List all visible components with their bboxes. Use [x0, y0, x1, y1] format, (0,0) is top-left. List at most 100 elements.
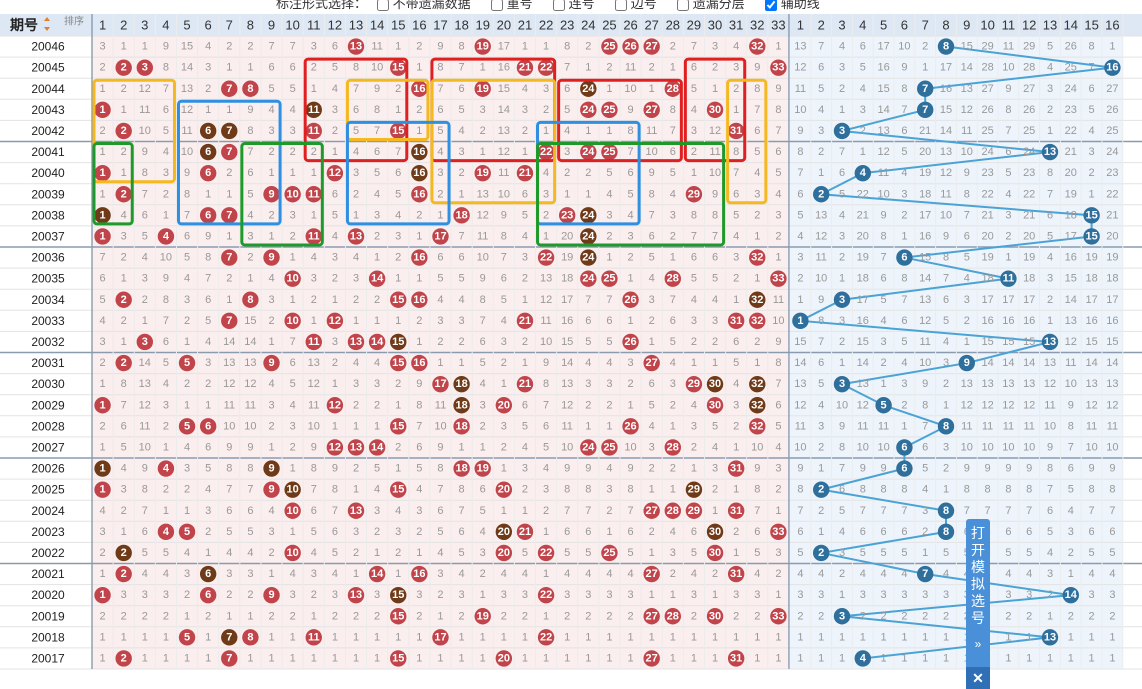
toolbar-option-checkbox[interactable]	[552, 0, 565, 11]
omission-value: 1	[480, 589, 486, 601]
omission-value: 1	[353, 568, 359, 580]
red-ball	[221, 143, 238, 161]
omission-value: 4	[818, 104, 824, 116]
period-cell: 20023	[31, 525, 65, 539]
omission-value: 6	[395, 167, 401, 179]
blue-ball-number: 13	[1044, 146, 1056, 158]
red-ball-number: 15	[392, 589, 404, 601]
toolbar-option-checkbox[interactable]	[376, 0, 389, 11]
omission-value: 1	[459, 441, 465, 453]
omission-value: 4	[522, 568, 528, 580]
omission-value: 2	[712, 568, 718, 580]
toolbar-option[interactable]: 边号	[609, 0, 657, 11]
red-ball	[263, 186, 280, 203]
omission-value: 5	[627, 188, 633, 200]
red-ball	[157, 523, 175, 541]
omission-value: 5	[649, 399, 655, 411]
omission-value: 10	[961, 146, 973, 158]
omission-value: 2	[205, 378, 211, 390]
red-ball-number: 7	[226, 315, 232, 327]
omission-value: 1	[881, 631, 887, 643]
red-ball	[474, 460, 491, 477]
simulated-pick-panel[interactable]: 打开模拟选号 » ✕	[966, 519, 990, 689]
omission-value: 5	[437, 125, 443, 137]
red-ball	[495, 544, 513, 562]
omission-value: 4	[818, 399, 824, 411]
omission-value: 7	[247, 146, 253, 158]
toolbar-option[interactable]: 遗漏分层	[671, 0, 745, 11]
omission-value: 6	[818, 62, 824, 74]
omission-value: 5	[649, 252, 655, 264]
omission-value: 5	[922, 463, 928, 475]
red-ball	[390, 333, 407, 351]
toolbar-option[interactable]: 辅助线	[759, 0, 820, 11]
red-ball-number: 24	[582, 441, 595, 453]
annotation-box	[303, 57, 409, 163]
omission-value: 3	[480, 547, 486, 559]
omission-value: 3	[797, 252, 803, 264]
omission-value: 3	[353, 273, 359, 285]
omission-value: 2	[395, 252, 401, 264]
omission-value: 6	[733, 336, 739, 348]
red-ball-number: 22	[540, 589, 552, 601]
red-ball-number: 6	[205, 125, 211, 137]
annotation-box	[430, 78, 557, 205]
omission-value: 7	[712, 230, 718, 242]
sort-icon[interactable]	[44, 17, 50, 31]
red-ball	[727, 312, 745, 330]
omission-value: 1	[395, 315, 401, 327]
open-sim-pick-label[interactable]: 打开模拟选号	[971, 525, 985, 626]
omission-value: 2	[818, 441, 824, 453]
chevron-down-icon[interactable]: »	[974, 637, 982, 651]
toolbar-option[interactable]: 重号	[485, 0, 533, 11]
red-ball	[601, 439, 618, 456]
omission-value: 17	[1085, 294, 1097, 306]
blue-ball-number: 3	[839, 125, 845, 137]
omission-value: 8	[943, 252, 949, 264]
red-ball	[411, 249, 428, 266]
omission-value: 1	[290, 167, 296, 179]
omission-value: 24	[1023, 146, 1035, 158]
red-ball	[580, 143, 597, 161]
omission-value: 1	[416, 631, 422, 643]
toolbar-option-checkbox[interactable]	[764, 0, 777, 11]
red-ball	[453, 397, 470, 414]
red-column-header: 14	[370, 18, 384, 33]
omission-value: 1	[247, 652, 253, 664]
toolbar-option-checkbox[interactable]	[676, 0, 689, 11]
red-column-header: 23	[560, 18, 574, 33]
toolbar-option[interactable]: 不带遗漏数据	[371, 0, 471, 11]
toolbar-option[interactable]: 连号	[547, 0, 595, 11]
toolbar-option-checkbox[interactable]	[490, 0, 503, 11]
omission-value: 1	[184, 336, 190, 348]
toolbar-option-checkbox[interactable]	[614, 0, 627, 11]
omission-value: 3	[627, 589, 633, 601]
red-ball-number: 18	[455, 399, 467, 411]
red-ball-number: 25	[603, 146, 615, 158]
red-ball-number: 15	[392, 652, 404, 664]
omission-value: 5	[860, 62, 866, 74]
omission-value: 19	[1023, 252, 1035, 264]
red-ball-number: 10	[287, 547, 299, 559]
omission-value: 9	[437, 441, 443, 453]
omission-value: 6	[775, 399, 781, 411]
red-ball-number: 13	[350, 41, 362, 53]
red-ball	[706, 375, 724, 393]
omission-value: 11	[139, 420, 150, 432]
red-ball-number: 17	[434, 378, 446, 390]
omission-value: 5	[247, 526, 253, 538]
omission-value: 4	[691, 104, 697, 116]
close-icon[interactable]: ✕	[966, 667, 990, 689]
omission-value: 6	[881, 526, 887, 538]
omission-value: 2	[901, 399, 907, 411]
red-ball	[664, 80, 681, 97]
omission-value: 19	[919, 167, 931, 179]
red-ball-number: 15	[392, 294, 404, 306]
blue-ball	[854, 164, 871, 182]
omission-value: 10	[815, 273, 827, 285]
omission-value: 25	[1065, 62, 1077, 74]
omission-value: 1	[943, 399, 949, 411]
omission-value: 9	[311, 441, 317, 453]
omission-value: 12	[961, 399, 973, 411]
omission-value: 4	[860, 83, 866, 95]
